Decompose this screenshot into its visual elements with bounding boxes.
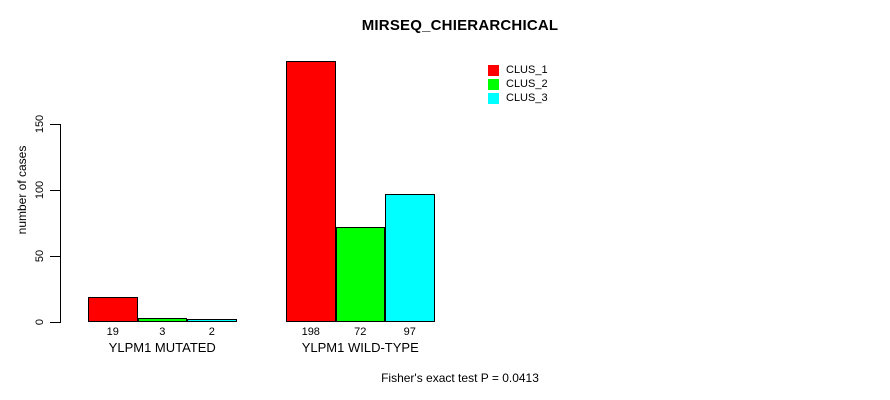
legend-label: CLUS_1 (506, 64, 548, 76)
bar-value-label: 97 (403, 326, 416, 338)
y-tick-label: 0 (34, 318, 46, 326)
bar-value-label: 3 (159, 326, 166, 338)
legend-label: CLUS_2 (506, 78, 548, 90)
bar-value-label: 2 (208, 326, 215, 338)
y-tick-label: 50 (34, 249, 46, 263)
legend-row: CLUS_2 (488, 79, 548, 90)
y-tick-mark (50, 124, 60, 125)
bar-clus_3-group2 (385, 194, 435, 322)
bar-clus_2-group2 (335, 227, 385, 322)
category-label: YLPM1 MUTATED (108, 340, 216, 355)
y-tick-label: 150 (34, 114, 46, 134)
bar-clus_1-group2 (286, 61, 336, 322)
y-tick-label: 100 (34, 180, 46, 200)
bar-value-label: 198 (301, 326, 320, 338)
y-tick-mark (50, 190, 60, 191)
legend: CLUS_1 CLUS_2 CLUS_3 (488, 65, 548, 104)
legend-swatch-icon (488, 79, 499, 90)
bar-clus_2-group1 (137, 318, 187, 322)
chart-title: MIRSEQ_CHIERARCHICAL (361, 17, 559, 34)
legend-swatch-icon (488, 65, 499, 76)
annotation-text: Fisher's exact test P = 0.0413 (381, 371, 539, 385)
category-label: YLPM1 WILD-TYPE (301, 340, 419, 355)
bar-clus_1-group1 (88, 297, 138, 322)
y-tick-mark (50, 256, 60, 257)
legend-row: CLUS_3 (488, 93, 548, 104)
y-tick-mark (50, 322, 60, 323)
bar-clus_3-group1 (187, 319, 237, 322)
legend-label: CLUS_3 (506, 92, 548, 104)
y-axis-line (60, 124, 61, 323)
bar-value-label: 19 (106, 326, 119, 338)
legend-swatch-icon (488, 93, 499, 104)
bar-value-label: 72 (354, 326, 367, 338)
legend-row: CLUS_1 (488, 65, 548, 76)
y-axis-title: number of cases (15, 145, 29, 235)
